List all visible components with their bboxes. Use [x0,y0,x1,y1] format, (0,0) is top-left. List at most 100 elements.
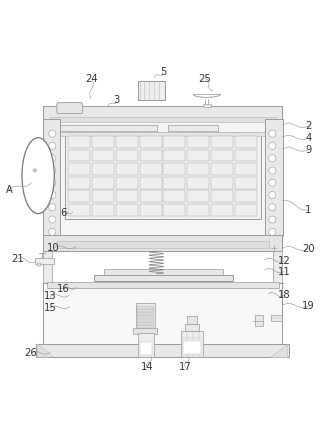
Bar [140,204,162,216]
Bar [273,106,282,345]
Bar [36,344,289,357]
Bar [187,204,209,216]
Circle shape [269,179,276,187]
Bar [271,315,282,321]
Bar [140,190,162,202]
Bar [137,325,154,328]
Bar [235,204,257,216]
Bar [187,136,209,148]
Text: 3: 3 [113,95,120,105]
Bar [140,136,162,148]
Bar [92,163,114,175]
Bar [137,306,154,309]
Circle shape [49,204,56,211]
Text: 10: 10 [47,243,60,253]
Bar [68,163,90,175]
Bar [137,309,154,312]
Circle shape [49,191,56,198]
Bar [47,282,279,288]
Bar [235,150,257,161]
Bar [43,106,52,345]
Bar [203,104,211,106]
Circle shape [269,130,276,137]
Bar [116,150,138,161]
Bar [163,163,185,175]
Bar [68,150,90,161]
Bar [43,283,282,345]
Bar [211,204,233,216]
Text: 9: 9 [305,145,312,155]
Text: 1: 1 [305,205,312,215]
Text: 25: 25 [199,74,212,84]
Text: 26: 26 [24,348,37,358]
Bar [163,190,185,202]
Bar [187,150,209,161]
Bar [235,136,257,148]
Circle shape [49,216,56,223]
Text: 20: 20 [302,244,315,254]
Bar [133,328,157,334]
Bar [138,333,154,357]
Bar [57,124,157,131]
Bar [137,315,154,319]
Polygon shape [37,344,53,357]
Bar [187,190,209,202]
Circle shape [269,155,276,162]
Text: 5: 5 [160,67,166,77]
Text: 21: 21 [11,254,24,264]
Bar [65,132,261,219]
Bar [163,177,185,189]
Bar [116,136,138,148]
Circle shape [49,228,56,235]
Circle shape [33,169,36,172]
Bar [116,204,138,216]
Text: 11: 11 [278,267,291,276]
Bar [163,136,185,148]
Circle shape [269,191,276,198]
Polygon shape [270,344,287,357]
Bar [92,136,114,148]
Bar [211,177,233,189]
FancyBboxPatch shape [57,103,83,113]
Bar [211,136,233,148]
Bar [235,177,257,189]
Bar [116,177,138,189]
Bar [187,316,197,324]
Bar [211,150,233,161]
Circle shape [269,228,276,235]
Circle shape [269,142,276,149]
Circle shape [269,204,276,211]
Bar [35,258,54,264]
Bar [68,204,90,216]
Bar [68,177,90,189]
Bar [235,163,257,175]
Bar [183,341,201,354]
Text: 17: 17 [179,362,192,373]
Bar [43,106,282,119]
Bar [68,136,90,148]
Ellipse shape [22,138,54,214]
Bar [140,177,162,189]
Bar [137,322,154,325]
Bar [92,150,114,161]
Bar [235,190,257,202]
Bar [94,275,233,281]
Text: 6: 6 [60,208,66,218]
Bar [140,163,162,175]
Bar [255,315,263,326]
Bar [187,177,209,189]
Bar [211,163,233,175]
Bar [211,190,233,202]
Bar [104,269,223,276]
Circle shape [49,179,56,187]
Bar [181,330,203,357]
Bar [187,163,209,175]
Bar [116,163,138,175]
Text: 4: 4 [305,133,312,143]
Bar [185,323,199,330]
Bar [137,312,154,315]
Circle shape [49,167,56,174]
Bar [140,150,162,161]
Bar [163,204,185,216]
Text: 12: 12 [278,256,291,266]
